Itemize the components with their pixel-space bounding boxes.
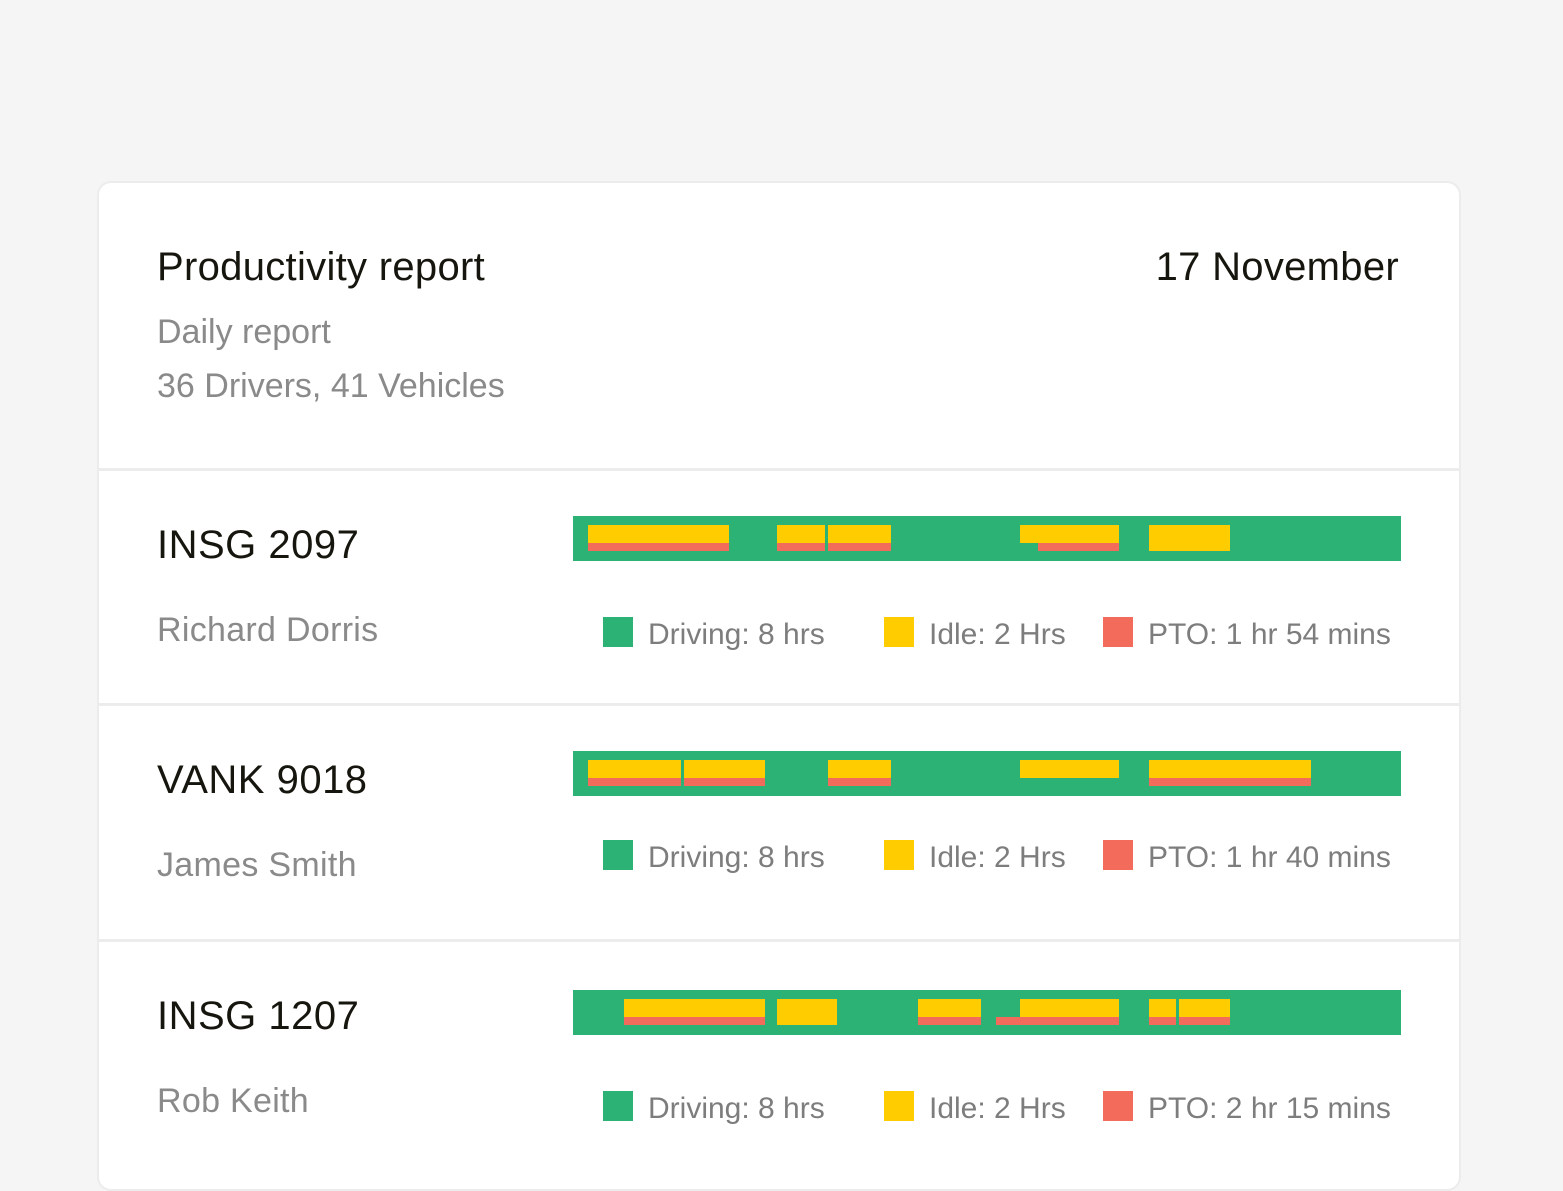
pto-segment	[1149, 778, 1311, 786]
driving-swatch	[603, 840, 633, 870]
pto-segment	[918, 1017, 981, 1025]
pto-swatch	[1103, 840, 1133, 870]
vehicle-row[interactable]: INSG 1207 Rob Keith Driving: 8 hrs Idle:…	[99, 942, 1459, 1176]
pto-segment	[777, 543, 825, 551]
pto-segment	[1149, 1017, 1176, 1025]
idle-swatch	[884, 840, 914, 870]
driver-name: James Smith	[157, 846, 357, 884]
driver-name: Richard Dorris	[157, 611, 379, 649]
idle-segment	[1149, 760, 1311, 778]
idle-segment	[1149, 525, 1230, 551]
idle-segment	[588, 760, 681, 778]
legend-idle-label: Idle: 2 Hrs	[929, 841, 1066, 874]
activity-timeline	[573, 751, 1401, 796]
pto-segment	[996, 1017, 1119, 1025]
report-title: Productivity report	[157, 245, 486, 289]
vehicle-row[interactable]: VANK 9018 James Smith Driving: 8 hrs Idl…	[99, 706, 1459, 940]
driver-name: Rob Keith	[157, 1082, 310, 1120]
activity-timeline	[573, 990, 1401, 1035]
pto-segment	[588, 543, 729, 551]
idle-segment	[624, 999, 765, 1017]
idle-segment	[1020, 525, 1119, 543]
activity-legend: Driving: 8 hrs Idle: 2 Hrs PTO: 2 hr 15 …	[603, 1091, 1401, 1127]
report-date: 17 November	[1155, 245, 1399, 289]
divider	[99, 468, 1459, 471]
pto-segment	[828, 778, 891, 786]
pto-segment	[1038, 543, 1119, 551]
idle-segment	[1020, 999, 1119, 1017]
idle-swatch	[884, 617, 914, 647]
divider	[99, 703, 1459, 706]
legend-pto-label: PTO: 1 hr 54 mins	[1148, 618, 1391, 651]
productivity-report-card: Productivity report 17 November Daily re…	[97, 181, 1461, 1191]
legend-pto-label: PTO: 2 hr 15 mins	[1148, 1092, 1391, 1125]
legend-driving-label: Driving: 8 hrs	[648, 841, 825, 874]
legend-driving-label: Driving: 8 hrs	[648, 1092, 825, 1125]
pto-segment	[684, 778, 765, 786]
idle-segment	[684, 760, 765, 778]
pto-swatch	[1103, 617, 1133, 647]
pto-swatch	[1103, 1091, 1133, 1121]
driving-swatch	[603, 1091, 633, 1121]
idle-segment	[1020, 760, 1119, 778]
idle-swatch	[884, 1091, 914, 1121]
driving-swatch	[603, 617, 633, 647]
idle-segment	[828, 760, 891, 778]
idle-segment	[777, 525, 825, 543]
activity-legend: Driving: 8 hrs Idle: 2 Hrs PTO: 1 hr 54 …	[603, 617, 1401, 653]
legend-pto-label: PTO: 1 hr 40 mins	[1148, 841, 1391, 874]
idle-segment	[828, 525, 891, 543]
idle-segment	[1149, 999, 1176, 1017]
activity-legend: Driving: 8 hrs Idle: 2 Hrs PTO: 1 hr 40 …	[603, 840, 1401, 876]
idle-segment	[1179, 999, 1230, 1017]
vehicle-row[interactable]: INSG 2097 Richard Dorris Driving: 8 hrs …	[99, 471, 1459, 705]
pto-segment	[1179, 1017, 1230, 1025]
report-header: Productivity report 17 November Daily re…	[99, 183, 1459, 470]
divider	[99, 939, 1459, 942]
vehicle-plate: INSG 2097	[157, 523, 360, 567]
activity-timeline	[573, 516, 1401, 561]
pto-segment	[624, 1017, 765, 1025]
report-counts: 36 Drivers, 41 Vehicles	[157, 367, 505, 405]
report-subtitle: Daily report	[157, 313, 331, 351]
vehicle-plate: VANK 9018	[157, 758, 368, 802]
legend-driving-label: Driving: 8 hrs	[648, 618, 825, 651]
vehicle-plate: INSG 1207	[157, 994, 360, 1038]
legend-idle-label: Idle: 2 Hrs	[929, 1092, 1066, 1125]
pto-segment	[588, 778, 681, 786]
legend-idle-label: Idle: 2 Hrs	[929, 618, 1066, 651]
idle-segment	[588, 525, 729, 543]
idle-segment	[918, 999, 981, 1017]
idle-segment	[777, 999, 837, 1025]
pto-segment	[828, 543, 891, 551]
